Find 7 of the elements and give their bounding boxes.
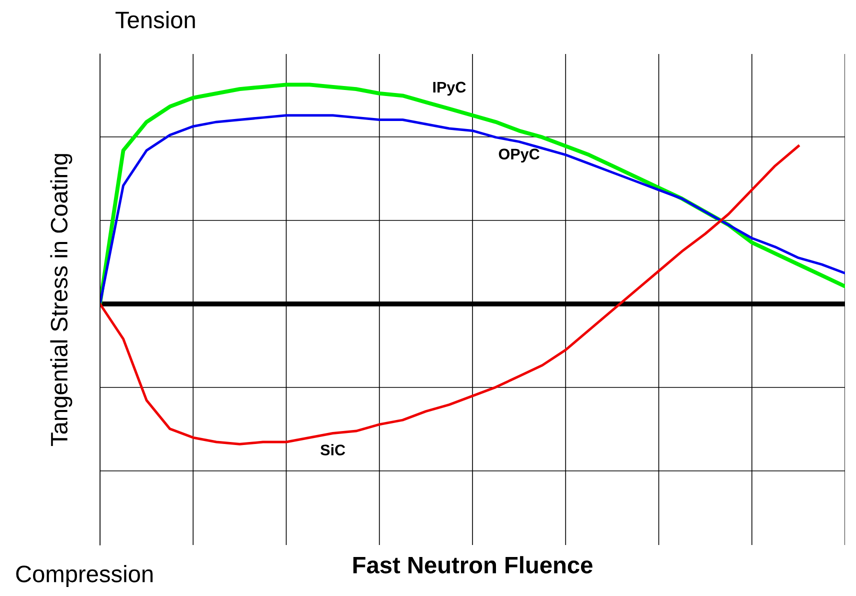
series-label: OPyC	[498, 148, 540, 162]
y-axis-title: Tangential Stress in Coating	[50, 154, 72, 446]
text: Compression	[16, 564, 153, 588]
text: Tension	[116, 10, 195, 28]
x-axis-title: Fast Neutron Fluence	[353, 556, 592, 574]
series-label: IPyC	[433, 82, 466, 96]
series-label: SiC	[320, 444, 346, 456]
